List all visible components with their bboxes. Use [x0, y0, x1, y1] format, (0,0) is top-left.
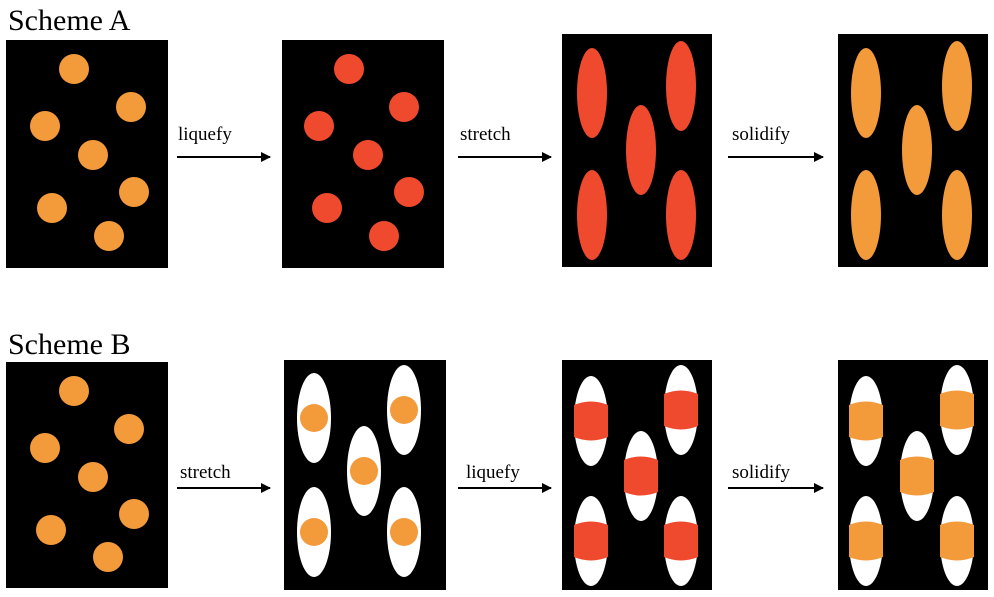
scheme-b-title: Scheme B [8, 328, 130, 361]
scheme-b-panel-4 [838, 360, 988, 590]
liquid-bands [574, 390, 698, 561]
scheme-b-arrow-3: solidify [728, 462, 824, 493]
scheme-a-label-1: liquefy [178, 124, 232, 145]
scheme-b-panel-3 [562, 360, 712, 590]
scheme-a-panel-3 [562, 34, 712, 267]
solid-spheres [30, 54, 149, 251]
scheme-b-label-1: stretch [180, 462, 231, 483]
liquid-ellipsoids [577, 41, 696, 260]
scheme-a-arrow-1: liquefy [177, 124, 271, 162]
solid-ellipsoids [851, 41, 972, 260]
scheme-a-label-3: solidify [732, 124, 791, 145]
liquid-spheres [304, 54, 424, 251]
scheme-b-panel-1 [6, 362, 168, 588]
scheme-a-label-2: stretch [460, 124, 511, 145]
scheme-a-arrow-2: stretch [458, 124, 552, 162]
solid-spheres [30, 376, 149, 572]
scheme-a-panel-1 [6, 40, 168, 268]
scheme-a-panel-2 [282, 40, 444, 268]
scheme-a-arrow-3: solidify [728, 124, 824, 162]
solid-bands [849, 390, 974, 561]
solid-spheres [300, 396, 418, 546]
scheme-b-panel-2 [284, 360, 446, 590]
scheme-b-label-3: solidify [732, 462, 791, 483]
scheme-b-arrow-1: stretch [177, 462, 271, 493]
scheme-b-label-2: liquefy [466, 462, 520, 483]
scheme-a-panel-4 [838, 34, 988, 267]
scheme-b-arrow-2: liquefy [458, 462, 552, 493]
scheme-a-title: Scheme A [8, 4, 131, 37]
